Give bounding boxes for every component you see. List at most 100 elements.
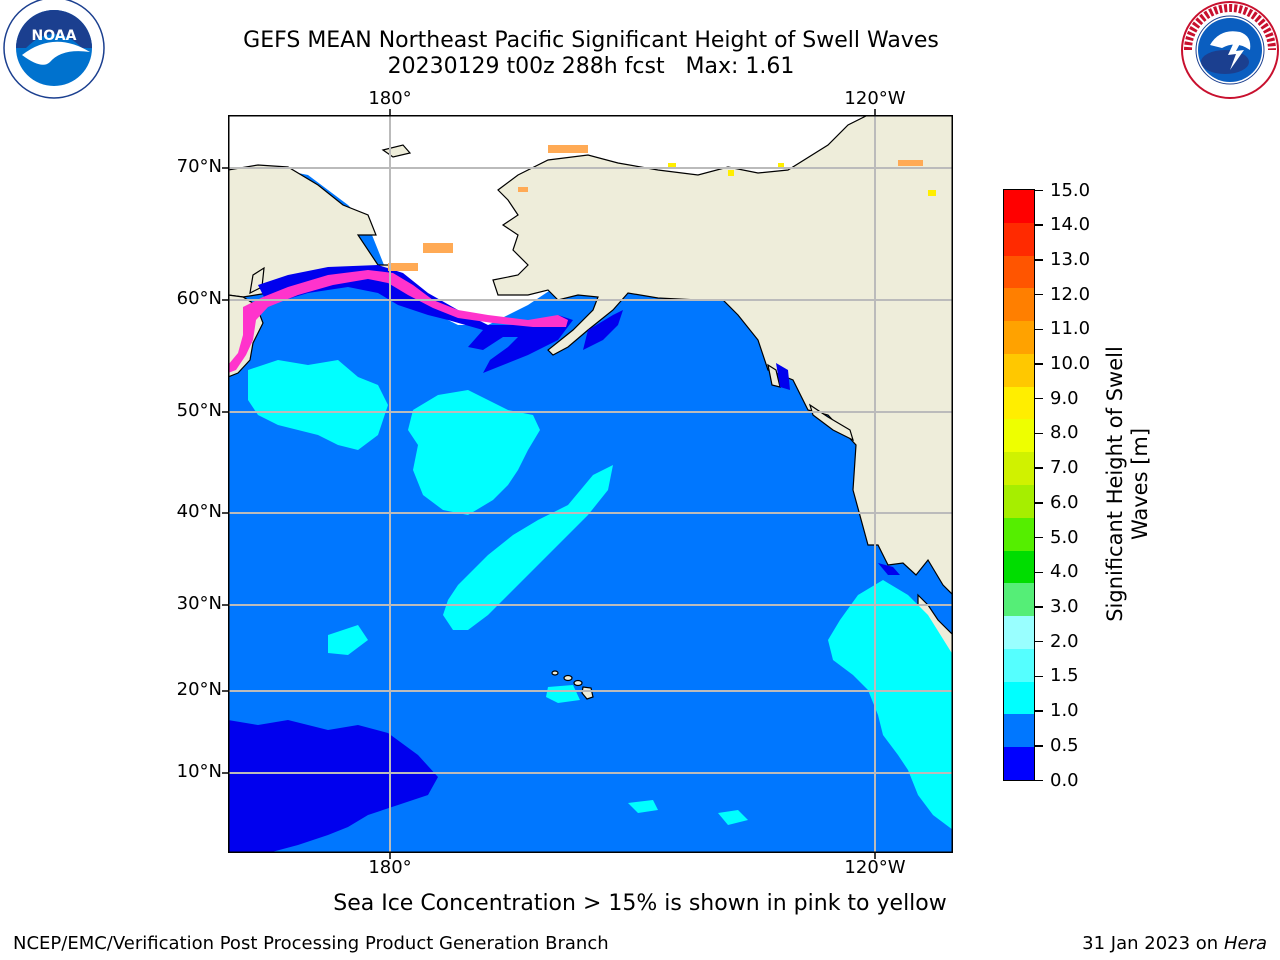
swell-mid-patch2 <box>546 685 580 703</box>
colorbar-title-line1: Significant Height of Swell <box>1103 346 1127 622</box>
colorbar-tick <box>1035 224 1043 226</box>
lon-label-top-120w: 120°W <box>844 88 906 109</box>
colorbar-tick <box>1035 571 1043 573</box>
colorbar-tick <box>1035 710 1043 712</box>
swell-mid-band <box>443 465 613 630</box>
map-subtitle: 20230129 t00z 288h fcst Max: 1.61 <box>0 54 1182 80</box>
footer-date-text: 31 Jan 2023 on <box>1082 933 1224 954</box>
colorbar-segment <box>1004 386 1034 420</box>
swell-height-map <box>228 115 953 853</box>
colorbar-tick-label: 6.0 <box>1050 491 1079 513</box>
noaa-logo-text: NOAA <box>32 28 77 44</box>
colorbar-tick <box>1035 363 1043 365</box>
forecast-info: 20230129 t00z 288h fcst Max: 1.61 <box>387 54 795 79</box>
footer-credit: NCEP/EMC/Verification Post Processing Pr… <box>13 933 609 954</box>
lon-label-bottom-180: 180° <box>368 857 412 878</box>
land-vancouver-island <box>808 403 854 442</box>
colorbar-tick <box>1035 259 1043 261</box>
lon-label-bottom-120w: 120°W <box>844 857 906 878</box>
graticule <box>228 115 953 853</box>
colorbar-tick-label: 2.0 <box>1050 630 1079 652</box>
colorbar-tick-label: 4.0 <box>1050 561 1079 583</box>
colorbar-tick-label: 3.0 <box>1050 595 1079 617</box>
lat-label-40n: 40°N <box>176 501 222 522</box>
colorbar-tick <box>1035 432 1043 435</box>
colorbar-tick <box>1035 745 1043 747</box>
colorbar-tick-label: 12.0 <box>1050 283 1091 305</box>
colorbar-segment <box>1004 452 1034 486</box>
colorbar-tick <box>1035 606 1043 608</box>
sea-ice-orange <box>388 145 923 271</box>
colorbar-segment <box>1004 517 1034 552</box>
map-frame <box>228 115 953 853</box>
colorbar-segment <box>1004 222 1034 257</box>
colorbar-tick <box>1035 502 1043 504</box>
colorbar <box>1003 189 1035 781</box>
swell-low-bc <box>776 363 790 390</box>
lat-label-60n: 60°N <box>176 288 222 309</box>
colorbar-tick-label: 10.0 <box>1050 353 1091 375</box>
sea-ice-note-text: Sea Ice Concentration > 15% is shown in … <box>333 891 947 916</box>
colorbar-title-line2: Waves [m] <box>1128 427 1152 541</box>
lat-label-20n: 20°N <box>176 679 222 700</box>
swell-mid-south2 <box>718 810 748 825</box>
swell-mid-south1 <box>628 800 658 813</box>
colorbar-tick <box>1035 328 1043 331</box>
colorbar-tick-label: 9.0 <box>1050 387 1079 409</box>
colorbar-segment <box>1004 321 1034 355</box>
colorbar-tick <box>1035 293 1043 296</box>
swell-mid-central <box>408 390 540 515</box>
colorbar-tick-label: 14.0 <box>1050 214 1091 236</box>
swell-low-tropics <box>228 720 438 853</box>
sea-ice-note: Sea Ice Concentration > 15% is shown in … <box>0 891 1280 916</box>
lat-label-50n: 50°N <box>176 400 222 421</box>
colorbar-segment <box>1004 419 1034 453</box>
map-ticks <box>222 109 876 859</box>
colorbar-tick <box>1035 536 1043 539</box>
lat-label-70n: 70°N <box>176 156 222 177</box>
map-title: GEFS MEAN Northeast Pacific Significant … <box>243 28 939 53</box>
colorbar-segment <box>1004 747 1034 780</box>
colorbar-tick-label: 0.5 <box>1050 734 1079 756</box>
colorbar-tick <box>1035 189 1043 192</box>
colorbar-segment <box>1004 648 1034 683</box>
nws-logo <box>1181 1 1279 99</box>
swell-low-bering <box>258 265 573 373</box>
swell-low-baja <box>878 563 900 575</box>
colorbar-segment <box>1004 550 1034 584</box>
colorbar-tick-label: 0.0 <box>1050 769 1079 791</box>
colorbar-segment <box>1004 255 1034 289</box>
colorbar-segment <box>1004 583 1034 617</box>
footer-date: 31 Jan 2023 on Hera <box>1082 933 1267 954</box>
colorbar-tick-label: 8.0 <box>1050 422 1079 444</box>
colorbar-tick <box>1035 397 1043 400</box>
colorbar-tick-label: 5.0 <box>1050 526 1079 548</box>
colorbar-tick-label: 7.0 <box>1050 457 1079 479</box>
sea-ice-pink <box>228 270 568 373</box>
swell-mid-west <box>248 360 388 450</box>
colorbar-tick-label: 13.0 <box>1050 248 1091 270</box>
colorbar-segment <box>1004 353 1034 388</box>
sea-ice-yellow <box>668 163 936 196</box>
colorbar-tick <box>1035 675 1043 678</box>
colorbar-segment <box>1004 288 1034 322</box>
noaa-logo: NOAA <box>3 0 105 99</box>
swell-mid-patch1 <box>328 625 368 655</box>
land-alaska-canada <box>492 115 953 596</box>
footer-host: Hera <box>1223 933 1267 954</box>
colorbar-tick-label: 15.0 <box>1050 179 1091 201</box>
colorbar-segment <box>1004 714 1034 748</box>
colorbar-segment <box>1004 616 1034 650</box>
lat-label-10n: 10°N <box>176 761 222 782</box>
colorbar-segment <box>1004 485 1034 519</box>
colorbar-title: Significant Height of Swell Waves [m] <box>1103 346 1153 622</box>
colorbar-tick-label: 11.0 <box>1050 318 1091 340</box>
colorbar-tick <box>1035 640 1043 643</box>
colorbar-tick <box>1035 779 1043 782</box>
lat-label-30n: 30°N <box>176 593 222 614</box>
lon-label-top-180: 180° <box>368 88 412 109</box>
swell-mid-east <box>828 580 953 830</box>
colorbar-tick-label: 1.5 <box>1050 665 1079 687</box>
colorbar-tick <box>1035 467 1043 469</box>
colorbar-tick-label: 1.0 <box>1050 700 1079 722</box>
